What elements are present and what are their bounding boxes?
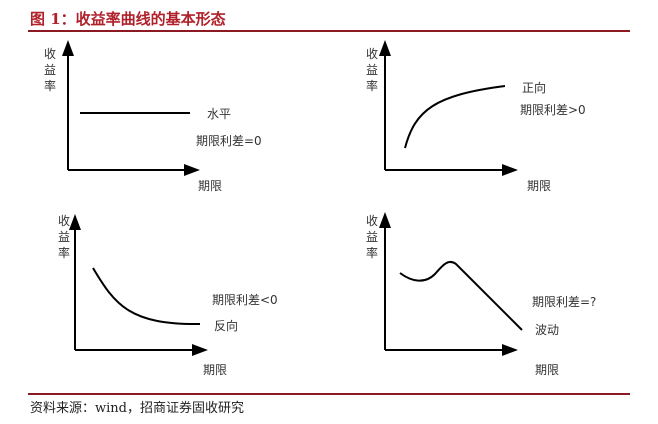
panel-inverted: 收 益 率 期限 反向 期限利差<0	[58, 214, 278, 377]
y-axis-label: 率	[366, 78, 378, 93]
spread-label: 期限利差=0	[196, 134, 262, 148]
curve-normal	[404, 85, 506, 149]
y-axis-label: 收	[58, 214, 70, 228]
footer-divider	[28, 393, 630, 395]
panel-flat: 收 益 率 期限 水平 期限利差=0	[44, 40, 262, 193]
source-note: 资料来源：wind，招商证券固收研究	[30, 401, 244, 416]
shape-label: 正向	[522, 80, 546, 95]
panel-humped: 收 益 率 期限 波动 期限利差=?	[366, 212, 596, 377]
y-axis-label: 率	[366, 245, 378, 260]
y-axis-label: 益	[366, 63, 378, 77]
y-axis-label: 率	[58, 245, 70, 260]
x-axis-label: 期限	[198, 179, 222, 193]
figure-title: 图 1：收益率曲线的基本形态	[30, 10, 226, 28]
spread-label: 期限利差>0	[520, 103, 586, 117]
y-axis-label: 收	[44, 47, 56, 61]
y-axis-label: 益	[366, 230, 378, 244]
x-axis-label: 期限	[527, 179, 551, 193]
y-axis-label: 率	[44, 78, 56, 93]
spread-label: 期限利差<0	[212, 293, 278, 307]
y-axis-label: 收	[366, 214, 378, 228]
y-axis-label: 收	[366, 47, 378, 61]
y-axis-label: 益	[58, 230, 70, 244]
curve-humped	[399, 260, 523, 331]
x-axis-label: 期限	[203, 363, 227, 377]
y-axis-label: 益	[44, 63, 56, 77]
shape-label: 水平	[207, 107, 231, 121]
panel-normal: 收 益 率 期限 正向 期限利差>0	[366, 40, 586, 193]
shape-label: 反向	[214, 318, 238, 333]
shape-label: 波动	[535, 323, 559, 337]
spread-label: 期限利差=?	[532, 295, 596, 309]
x-axis-label: 期限	[535, 363, 559, 377]
curve-inverted	[92, 267, 201, 326]
title-divider	[28, 30, 630, 32]
